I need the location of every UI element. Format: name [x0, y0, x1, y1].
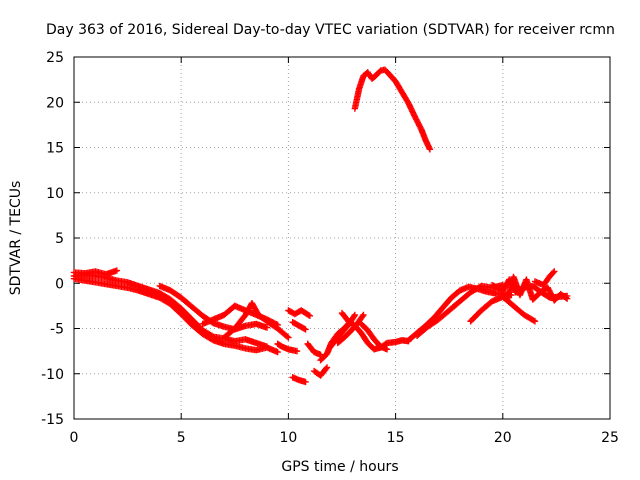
- data-point: [426, 146, 434, 153]
- data-point: [263, 324, 271, 331]
- x-tick-label: 15: [387, 430, 405, 446]
- data-point: [563, 295, 571, 302]
- y-tick-label: 15: [46, 141, 64, 157]
- y-tick-label: 25: [46, 50, 64, 66]
- series-t21: [467, 293, 539, 325]
- series-t3: [70, 267, 121, 278]
- data-point: [274, 321, 281, 329]
- ticks: [73, 56, 611, 420]
- data-points: [70, 66, 571, 386]
- series-t9: [289, 318, 309, 333]
- data-point: [284, 333, 291, 340]
- x-axis-title: GPS time / hours: [281, 459, 398, 475]
- data-point: [359, 313, 366, 320]
- data-point: [323, 364, 331, 371]
- y-tick-label: -5: [50, 322, 64, 338]
- x-tick-label: 5: [177, 430, 186, 446]
- x-tick-label: 0: [70, 430, 79, 446]
- data-point: [351, 311, 359, 319]
- y-tick-label: 20: [46, 95, 64, 111]
- series-t2: [70, 275, 281, 356]
- series-t17: [358, 320, 391, 353]
- data-point: [293, 347, 301, 355]
- series-t24: [531, 268, 558, 289]
- series-t11: [289, 374, 309, 386]
- data-point: [301, 325, 308, 332]
- y-tick-label: -15: [41, 412, 64, 428]
- series-t18: [351, 66, 434, 153]
- series-t8: [285, 307, 314, 320]
- grid: [74, 57, 610, 419]
- data-point: [322, 365, 330, 372]
- data-point: [551, 268, 558, 275]
- series-t14: [325, 311, 359, 352]
- data-point: [302, 378, 309, 386]
- data-point: [383, 346, 391, 353]
- y-tick-label: 10: [46, 186, 64, 202]
- data-point: [274, 348, 281, 356]
- data-point: [305, 311, 312, 319]
- data-point: [531, 318, 539, 325]
- data-point: [549, 269, 557, 276]
- data-point: [530, 317, 537, 324]
- data-point: [562, 294, 570, 301]
- series-t23: [503, 273, 571, 304]
- chart-title: Day 363 of 2016, Sidereal Day-to-day VTE…: [46, 22, 615, 38]
- x-tick-label: 20: [494, 430, 512, 446]
- x-tick-label: 10: [279, 430, 297, 446]
- data-point: [360, 311, 367, 319]
- data-point: [113, 267, 121, 274]
- x-tick-label: 25: [601, 430, 619, 446]
- y-axis-title: SDTVAR / TECUs: [8, 181, 24, 296]
- data-point: [350, 312, 358, 320]
- series-t10: [304, 340, 324, 358]
- data-point: [302, 326, 309, 333]
- series-t6: [199, 302, 281, 329]
- data-point: [285, 334, 292, 341]
- data-point: [306, 312, 314, 320]
- series-t20: [413, 281, 506, 339]
- y-tick-label: 5: [55, 231, 64, 247]
- y-tick-label: -10: [41, 367, 64, 383]
- y-tick-label: 0: [55, 276, 64, 292]
- tick-labels: 0 5 10 15 20 25 -15 -10 -5 0 5 10 15 20 25: [41, 50, 619, 446]
- series-t12: [310, 364, 331, 379]
- series-t7: [274, 340, 301, 355]
- data-point: [317, 351, 324, 358]
